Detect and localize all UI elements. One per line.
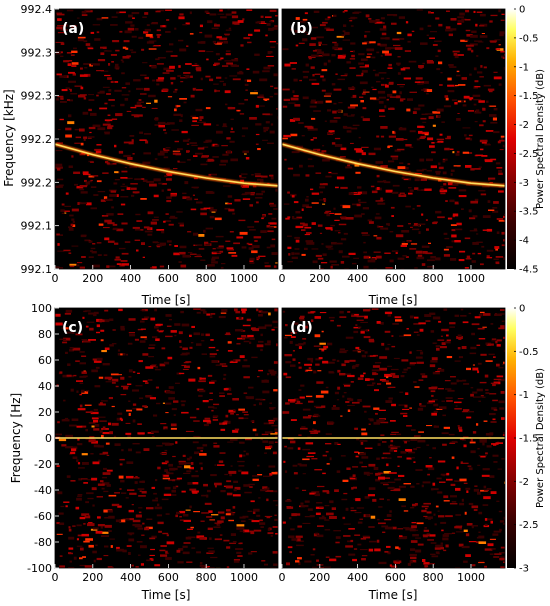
y-tick-label: -20 [34,458,52,471]
y-tick-label: 992.1 [21,263,53,276]
y-tick-label: 40 [38,380,52,393]
y-tick-label: -60 [34,510,52,523]
colorbar-tick-label: -2.5 [519,149,539,160]
x-tick-label: 400 [347,571,368,584]
y-tick-label: 100 [31,302,52,315]
colorbar-tick-label: -1.5 [519,434,539,445]
panel-d: (d) 0 200 400 600 800 1000 Time [s] 0 -0.5 -1 -1… [279,304,547,603]
colorbar-tick-label: -4 [519,236,529,247]
panel-d-label: (d) [290,320,313,336]
x-tick-label: 1000 [457,272,485,285]
panel-c-x-ticks: 0 200 400 600 800 1000 [52,564,258,584]
panel-a-y-axis-label: Frequency [kHz] [2,89,16,186]
x-tick-label: 1000 [230,571,258,584]
plot-frame [281,8,506,270]
x-tick-label: 400 [120,272,141,285]
y-tick-label: 992.2 [21,133,53,146]
x-tick-label: 1000 [230,272,258,285]
colorbar-tick-label: -1.5 [519,91,539,102]
x-tick-label: 200 [309,571,330,584]
x-tick-label: 0 [279,571,286,584]
panel-a-label: (a) [62,21,84,37]
x-tick-label: 400 [347,272,368,285]
y-tick-label: -40 [34,484,52,497]
x-tick-label: 600 [385,571,406,584]
panel-d-plot [281,307,506,569]
panel-c-y-axis-label: Frequency [Hz] [9,393,23,484]
colorbar-tick-label: -0.5 [519,33,539,44]
y-tick-label: 20 [38,406,52,419]
colorbar-tick-label: -1 [519,390,529,401]
panel-b-x-ticks: 0 200 400 600 800 1000 [279,265,485,285]
y-tick-label: 992.3 [21,46,53,59]
plot-frame [281,307,506,569]
x-tick-label: 800 [196,571,217,584]
colorbar-tick-label: -2.5 [519,520,539,531]
y-tick-label: -100 [27,562,52,575]
x-tick-label: 1000 [457,571,485,584]
noise-field [282,308,505,568]
panel-c-x-axis-label: Time [s] [141,588,191,602]
x-tick-label: 800 [423,272,444,285]
panel-a-plot [54,8,279,270]
y-tick-label: 60 [38,354,52,367]
colorbar-tick-label: 0 [519,304,525,315]
noise-field [55,9,278,269]
x-tick-label: 200 [82,571,103,584]
panel-c-y-ticks: 100 80 60 40 20 0 -20 -40 -60 -80 -100 [27,302,59,575]
x-tick-label: 0 [52,571,59,584]
colorbar-tick-label: 0 [519,5,525,16]
panel-d-x-ticks: 0 200 400 600 800 1000 [279,564,485,584]
panel-a-x-ticks: 0 200 400 600 800 1000 [52,265,258,285]
colorbar-tick-label: -1 [519,62,529,73]
panel-c-plot [54,307,279,569]
panel-b-plot [281,8,506,270]
panel-b-x-axis-label: Time [s] [368,293,418,307]
panel-d-x-axis-label: Time [s] [368,588,418,602]
x-tick-label: 600 [158,272,179,285]
panel-a: (a) 992.4992.3992.3992.2992.2992.1992.1 … [2,3,279,307]
y-tick-label: 0 [45,432,52,445]
panel-b-colorbar-label: Power Spectral Density (dB) [535,69,546,209]
noise-field [282,9,505,269]
colorbar-tick-label: -3.5 [519,207,539,218]
x-tick-label: 0 [279,272,286,285]
panel-a-y-ticks: 992.4 992.3 992.3 992.2 992.2 992.1 992.1 [21,3,59,276]
noise-field [55,308,278,568]
panel-b-colorbar [507,9,516,269]
x-tick-label: 400 [120,571,141,584]
colorbar-tick-label: -3 [519,178,529,189]
signal-line [55,143,278,187]
panel-d-colorbar-label: Power Spectral Density (dB) [535,368,546,508]
panel-d-colorbar-ticks: 0 -0.5 -1 -1.5 -2 -2.5 -3 [514,304,539,575]
signal-line [282,143,505,187]
panel-b-label: (b) [290,21,313,37]
panel-b: (b) 0 200 400 600 800 1000 Time [s] 0 -0.5 -1 -1… [279,5,547,308]
colorbar-tick-label: -3 [519,564,529,575]
x-tick-label: 800 [196,272,217,285]
colorbar-tick-label: -2 [519,477,529,488]
y-tick-label: 992.3 [21,90,53,103]
panel-a-x-axis-label: Time [s] [141,293,191,307]
x-tick-label: 600 [158,571,179,584]
x-tick-label: 0 [52,272,59,285]
plot-background [55,9,278,269]
x-tick-label: 200 [309,272,330,285]
panel-c-label: (c) [62,320,83,336]
colorbar-tick-label: -4.5 [519,265,539,276]
y-tick-label: -80 [34,536,52,549]
y-tick-label: 992.1 [21,220,53,233]
y-tick-label: 992.4 [21,3,53,16]
colorbar-tick-label: -2 [519,120,529,131]
y-tick-label: 80 [38,328,52,341]
y-tick-label: 992.2 [21,176,53,189]
x-tick-label: 600 [385,272,406,285]
panel-b-colorbar-ticks: 0 -0.5 -1 -1.5 -2 -2.5 -3 -3.5 -4 -4.5 [514,5,539,276]
x-tick-label: 800 [423,571,444,584]
colorbar-tick-label: -0.5 [519,347,539,358]
panel-d-colorbar [507,308,516,568]
x-tick-label: 200 [82,272,103,285]
